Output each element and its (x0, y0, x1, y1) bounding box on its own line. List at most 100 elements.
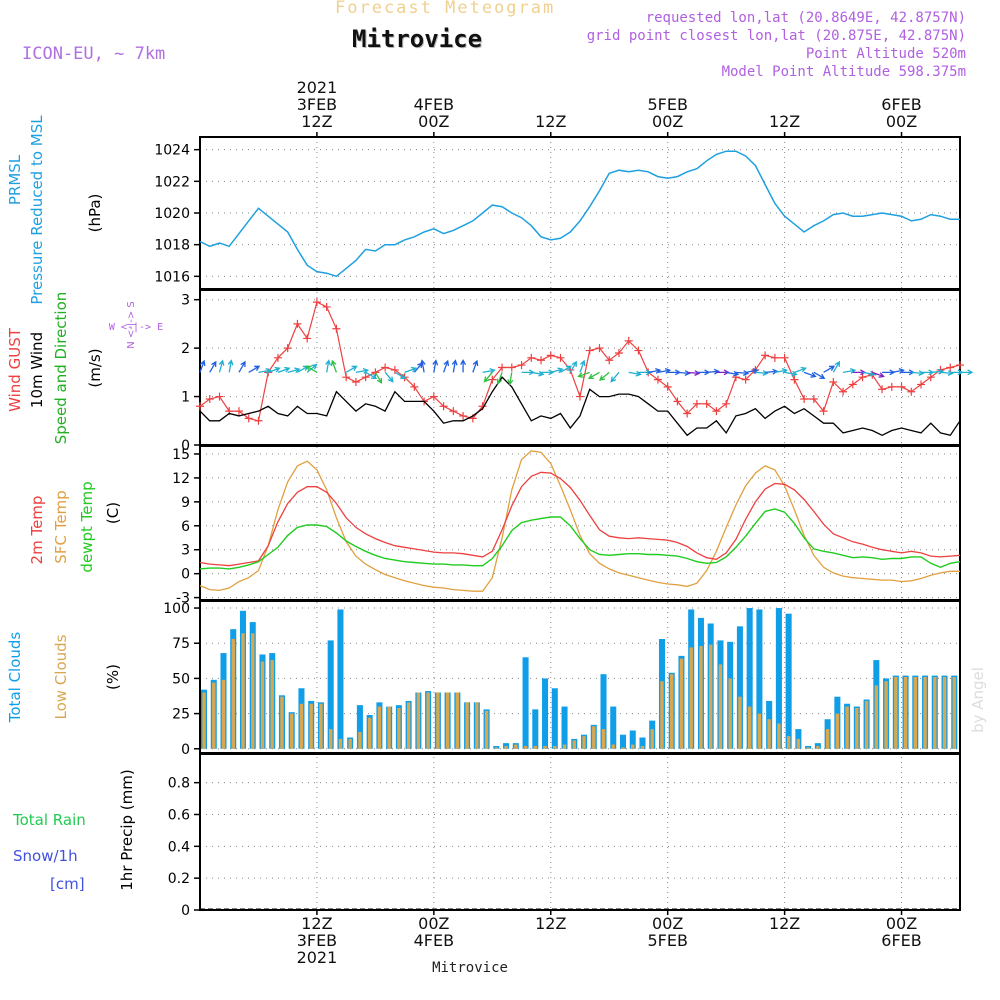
y-tick-label: 6 (181, 519, 190, 535)
gust-marker (303, 334, 312, 343)
bottom-time-label: 00Z (652, 914, 683, 933)
wind-direction-arrow (432, 359, 439, 373)
low-cloud-bar (445, 692, 450, 749)
low-cloud-bar (241, 633, 245, 749)
low-cloud-bar (416, 692, 421, 749)
low-cloud-bar (406, 702, 411, 749)
credit-text: by Angel (969, 667, 987, 733)
gust-marker (848, 380, 857, 389)
wind-direction-label: Speed and Direction (52, 292, 70, 445)
wind-direction-arrow (277, 366, 291, 373)
low-cloud-bar (270, 660, 274, 749)
gust-marker (829, 378, 838, 387)
total-cloud-bar (327, 640, 334, 749)
gust-marker (196, 402, 204, 411)
low-cloud-bar (640, 745, 645, 749)
wind-direction-arrow (267, 366, 281, 373)
wind-direction-arrow (735, 370, 750, 376)
low-cloud-bar (728, 678, 732, 749)
low-cloud-bar (319, 703, 323, 749)
t2m-label: 2m Temp (28, 496, 46, 565)
gust-marker (556, 353, 565, 362)
gust-marker (283, 344, 292, 353)
gust-marker (956, 361, 964, 370)
y-tick-label: 0.2 (168, 871, 190, 887)
wind-direction-arrow (199, 359, 206, 373)
model-name: ICON-EU, ~ 7km (22, 44, 166, 64)
y-tick-label: 2 (181, 341, 190, 357)
low-cloud-bar (718, 664, 723, 749)
pressure-line (199, 150, 960, 278)
low-clouds-label: Low Clouds (52, 634, 70, 719)
wind-direction-arrow (238, 360, 246, 373)
low-cloud-bar (903, 677, 908, 749)
low-cloud-bar (338, 738, 343, 749)
wind-direction-arrow (442, 359, 450, 373)
gust-marker (605, 356, 614, 365)
gust-marker (946, 363, 955, 372)
wind-gust-label: Wind GUST (6, 327, 24, 412)
low-cloud-bar (367, 717, 372, 749)
wind-direction-arrow (330, 359, 338, 373)
gust-marker (322, 302, 331, 311)
gust-marker (488, 375, 497, 384)
gust-marker (702, 399, 711, 408)
low-cloud-bar (455, 692, 460, 749)
precip-axis-label: 1hr Precip (mm) (118, 769, 136, 890)
low-cloud-bar (465, 702, 469, 749)
pressure-unit-label: (hPa) (86, 194, 104, 233)
gust-marker (546, 351, 555, 360)
gust-marker (770, 353, 779, 362)
gust-marker (800, 394, 809, 403)
total-cloud-bar (337, 609, 344, 749)
y-tick-label: 1020 (154, 206, 190, 222)
snow-unit-label: [cm] (50, 875, 85, 893)
snow-label: Snow/1h (13, 847, 78, 865)
total-cloud-bar (522, 657, 529, 749)
gust-marker (595, 344, 604, 353)
bottom-time-label: 12Z (769, 914, 800, 933)
wind-direction-arrow (384, 371, 394, 383)
wind-direction-arrow (507, 372, 514, 386)
low-cloud-bar (806, 747, 810, 749)
gust-marker (683, 409, 692, 418)
wind-direction-arrow (960, 369, 974, 376)
gust-marker (312, 298, 321, 307)
dewpt-label: dewpt Temp (78, 481, 96, 572)
low-cloud-bar (221, 679, 226, 749)
gust-marker (254, 416, 263, 425)
gust-marker (917, 380, 926, 389)
total-cloud-bar (785, 613, 792, 749)
bottom-time-label: 2021 (297, 948, 338, 967)
low-cloud-bar (942, 677, 947, 749)
low-cloud-bar (835, 713, 840, 749)
wind-direction-arrow (677, 370, 691, 376)
gust-marker (205, 394, 214, 403)
wind-direction-arrow (365, 371, 378, 380)
y-tick-label: -3 (176, 591, 190, 607)
top-time-label: 3FEB (297, 95, 337, 114)
wind-direction-arrow (451, 359, 458, 373)
gust-marker (439, 402, 448, 411)
top-time-label: 00Z (652, 112, 683, 131)
gust-marker (624, 336, 633, 345)
total-cloud-bar (600, 674, 607, 749)
low-cloud-bar (913, 677, 917, 749)
wind-direction-arrow (813, 371, 826, 380)
wind-direction-arrow (404, 366, 418, 373)
total-cloud-bar (746, 608, 753, 749)
wind-direction-arrow (755, 370, 769, 376)
sfc-temp-label: SFC Temp (52, 490, 70, 563)
low-cloud-bar (933, 677, 937, 749)
top-time-label: 00Z (886, 112, 917, 131)
wind-direction-arrow (306, 363, 318, 373)
sfc-temp-line (199, 450, 960, 592)
gust-marker (887, 382, 896, 391)
low-cloud-bar (377, 706, 382, 749)
top-time-label: 4FEB (414, 95, 454, 114)
wind-direction-arrow (687, 370, 701, 376)
wind-direction-arrow (579, 359, 586, 373)
cloud-unit-label: (%) (104, 664, 122, 690)
wind-direction-arrow (823, 365, 836, 373)
wind-10m-label: 10m Wind (28, 332, 46, 408)
